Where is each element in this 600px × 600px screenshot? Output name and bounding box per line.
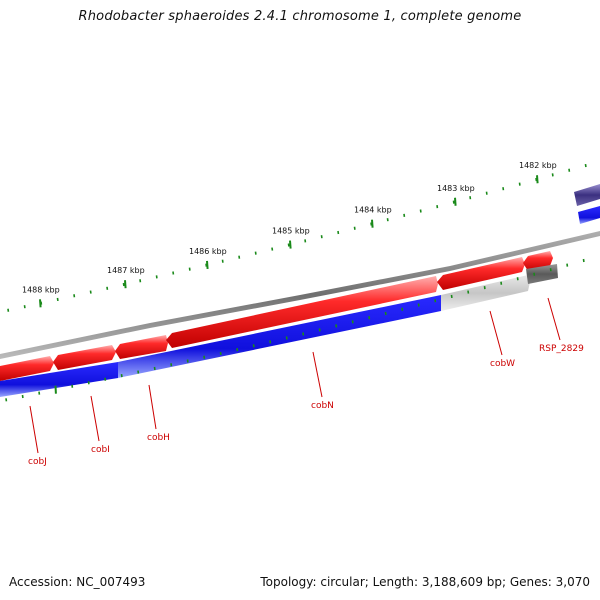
purple-gene — [574, 184, 600, 206]
gene-labels: cobJ cobI cobH cobN cobW RSP_2829 — [28, 297, 584, 467]
gene-blue-2 — [118, 295, 441, 378]
blue-gene-top-right — [578, 206, 600, 224]
ruler-major-tick — [206, 260, 209, 269]
gene-label-cobH: cobH — [147, 433, 170, 443]
gene-red-cobW — [437, 257, 525, 290]
ruler-major-tick — [371, 219, 374, 228]
ruler-tick-label: 1488 kbp — [22, 285, 60, 294]
gene-blue-1 — [0, 362, 118, 397]
genome-backbone — [0, 231, 600, 359]
ruler-tick-label: 1486 kbp — [189, 247, 227, 256]
ruler-ticks — [7, 163, 587, 312]
gene-label-cobW: cobW — [490, 359, 515, 369]
ruler-major-tick — [124, 280, 127, 289]
ruler-tick-label: 1483 kbp — [437, 184, 475, 193]
gene-label-cobI: cobI — [91, 445, 110, 455]
gene-grey-cobW — [441, 275, 530, 311]
gene-label-rsp2829: RSP_2829 — [539, 344, 584, 354]
ruler-major-tick — [536, 175, 539, 184]
accession-text: Accession: NC_007493 — [9, 575, 146, 589]
reverse-strand — [0, 264, 558, 397]
ruler-major-tick — [39, 299, 42, 308]
topology-text: Topology: circular; Length: 3,188,609 bp… — [260, 575, 590, 589]
forward-strand — [0, 251, 553, 381]
ruler-tick-label: 1487 kbp — [107, 266, 145, 275]
gene-red-cobJ — [0, 356, 54, 381]
ruler-tick-label: 1484 kbp — [354, 206, 392, 215]
ruler-labels: 1488 kbp 1487 kbp 1486 kbp 1485 kbp 1484 kbp… — [22, 161, 557, 294]
gene-red-cobH — [115, 335, 168, 359]
ruler-major-tick — [454, 197, 457, 206]
ruler-major-tick — [289, 240, 292, 249]
gene-red-cobN — [166, 276, 438, 348]
inner-ticks — [5, 258, 585, 402]
map-title: Rhodobacter sphaeroides 2.4.1 chromosome… — [78, 9, 522, 24]
gene-label-cobN: cobN — [311, 401, 334, 411]
ruler-tick-label: 1482 kbp — [519, 161, 557, 170]
ruler-tick-label: 1485 kbp — [272, 227, 310, 236]
gene-red-cobI — [53, 345, 116, 370]
gene-label-cobJ: cobJ — [28, 457, 47, 467]
